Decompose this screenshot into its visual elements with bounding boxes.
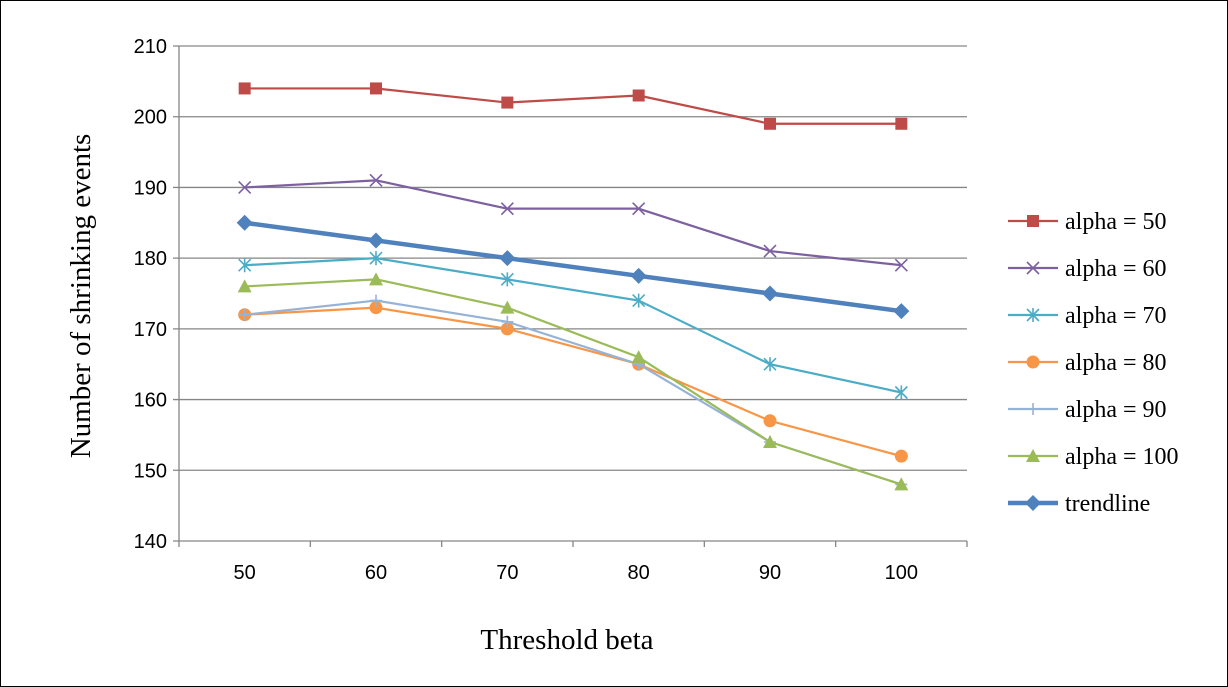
series-alpha-100 [237,272,909,491]
data-point [763,414,777,428]
gridlines [173,45,967,542]
x-tick-label: 70 [496,562,518,584]
legend-item: alpha = 80 [1008,350,1167,376]
legend-label: alpha = 50 [1065,209,1167,235]
y-tick-label: 140 [134,531,167,553]
legend: alpha = 50 alpha = 60 alpha = 70 alpha = 80… [1008,209,1179,517]
data-point [238,180,252,194]
series-lines [236,82,910,491]
data-point [369,173,383,187]
legend-label: alpha = 90 [1065,397,1167,423]
data-point [370,294,382,307]
y-tick-label: 150 [134,460,167,482]
series-line [244,306,902,458]
y-axis-title: Number of shrinking events [65,134,97,459]
data-point [500,202,514,216]
series-alpha-90 [238,294,908,491]
x-tick-label: 50 [234,562,256,584]
data-point [631,350,646,364]
data-point [1026,261,1040,275]
data-point [369,301,383,315]
x-tick-label: 100 [885,562,918,584]
series-line [244,87,902,125]
series-line [244,179,902,267]
legend-item: alpha = 100 [1008,444,1179,470]
data-point [499,250,516,267]
data-point [764,117,776,130]
series-line [244,220,902,314]
legend-label: alpha = 70 [1065,303,1167,329]
legend-label: alpha = 100 [1065,444,1179,470]
legend-item: alpha = 90 [1008,397,1167,423]
data-point [369,251,383,266]
legend-item: alpha = 50 [1008,209,1167,235]
legend-label: alpha = 60 [1065,256,1167,282]
data-point [501,96,514,109]
y-tick-label: 180 [134,248,167,270]
data-point [763,357,777,372]
series-alpha-50 [238,82,908,130]
data-point [368,232,384,249]
data-point [1026,308,1040,322]
series-alpha-80 [238,301,908,463]
data-point [238,308,251,321]
data-point [370,82,382,95]
data-point [1026,449,1040,462]
data-point [1025,495,1041,511]
series-line [244,299,902,486]
data-point [893,303,910,320]
data-point [238,82,251,95]
data-point [894,449,908,463]
data-point [500,322,514,336]
data-point [1027,403,1039,415]
series-alpha-60 [238,173,908,272]
data-point [894,385,908,400]
data-point [236,214,253,231]
data-point [630,267,647,284]
data-point [894,258,908,272]
data-point [632,89,645,102]
x-axis-ticks: 50 60 70 80 90 100 [234,562,918,584]
x-axis [178,46,968,547]
data-point [762,285,778,302]
y-tick-label: 190 [134,177,167,199]
series-line [244,278,902,486]
data-point [501,315,514,328]
x-tick-label: 90 [759,562,781,584]
legend-label: alpha = 80 [1065,350,1167,376]
legend-label: trendline [1065,491,1150,517]
data-point [895,117,908,130]
x-axis-title: Threshold beta [480,624,653,656]
x-tick-label: 60 [365,562,387,584]
series-trendline [236,214,910,320]
series-line [244,257,902,394]
data-point [763,244,777,258]
legend-item: alpha = 70 [1008,303,1167,329]
legend-item: alpha = 60 [1008,256,1167,282]
data-point [500,272,514,287]
data-point [237,279,252,293]
y-tick-label: 170 [134,319,167,341]
y-tick-label: 210 [134,36,167,58]
data-point [369,272,383,286]
y-tick-label: 160 [134,390,167,412]
data-point [632,293,646,308]
series-alpha-70 [238,251,908,400]
data-point [238,258,252,273]
x-tick-label: 80 [628,562,650,584]
data-point [894,477,909,491]
legend-item: trendline [1008,491,1150,517]
data-point [1027,215,1039,227]
y-tick-label: 200 [134,107,167,129]
data-point [763,435,777,448]
data-point [632,202,646,216]
data-point [500,300,515,314]
data-point [1026,355,1040,369]
y-axis-ticks: 140 150 160 170 180 190 200 210 [134,36,167,553]
